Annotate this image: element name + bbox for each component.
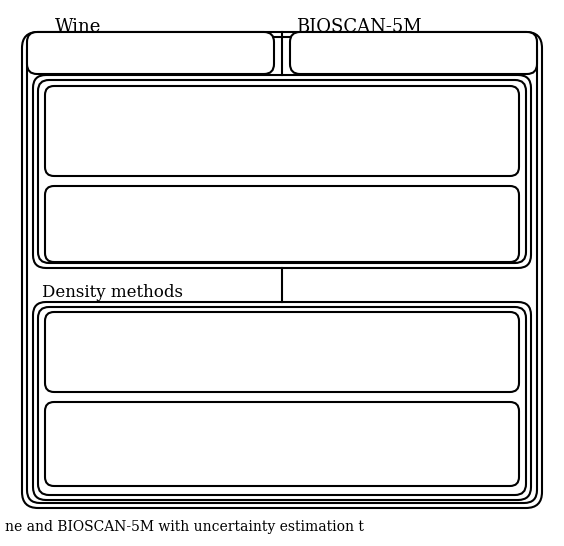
Text: Evidence-based: Evidence-based bbox=[60, 412, 192, 429]
Text: Wine: Wine bbox=[55, 18, 102, 36]
FancyBboxPatch shape bbox=[33, 302, 531, 500]
FancyBboxPatch shape bbox=[22, 32, 542, 508]
FancyBboxPatch shape bbox=[38, 80, 526, 263]
FancyBboxPatch shape bbox=[45, 86, 519, 176]
FancyBboxPatch shape bbox=[290, 32, 537, 74]
Text: Shaker & Hüllermeier (2020): Shaker & Hüllermeier (2020) bbox=[60, 118, 309, 135]
FancyBboxPatch shape bbox=[45, 402, 519, 486]
Text: ne and BIOSCAN-5M with uncertainty estimation t: ne and BIOSCAN-5M with uncertainty estim… bbox=[5, 520, 364, 534]
Text: Deep EK-NN (This paper): Deep EK-NN (This paper) bbox=[60, 434, 275, 451]
FancyBboxPatch shape bbox=[45, 186, 519, 262]
Text: Van Amersfoort et al. (2020): Van Amersfoort et al. (2020) bbox=[60, 344, 299, 361]
Text: Ensemble methods: Ensemble methods bbox=[42, 58, 202, 75]
Text: Density methods: Density methods bbox=[42, 284, 183, 301]
Text: Centroid-based: Centroid-based bbox=[60, 322, 189, 339]
Text: Sale et al. (2024): Sale et al. (2024) bbox=[60, 218, 205, 235]
FancyBboxPatch shape bbox=[45, 312, 519, 392]
Text: Entropy-based: Entropy-based bbox=[60, 96, 183, 113]
FancyBboxPatch shape bbox=[38, 307, 526, 495]
FancyBboxPatch shape bbox=[27, 37, 537, 503]
Text: Variance-based: Variance-based bbox=[60, 196, 188, 213]
Text: BIOSCAN-5M: BIOSCAN-5M bbox=[296, 18, 422, 36]
FancyBboxPatch shape bbox=[27, 32, 274, 74]
FancyBboxPatch shape bbox=[33, 75, 531, 268]
